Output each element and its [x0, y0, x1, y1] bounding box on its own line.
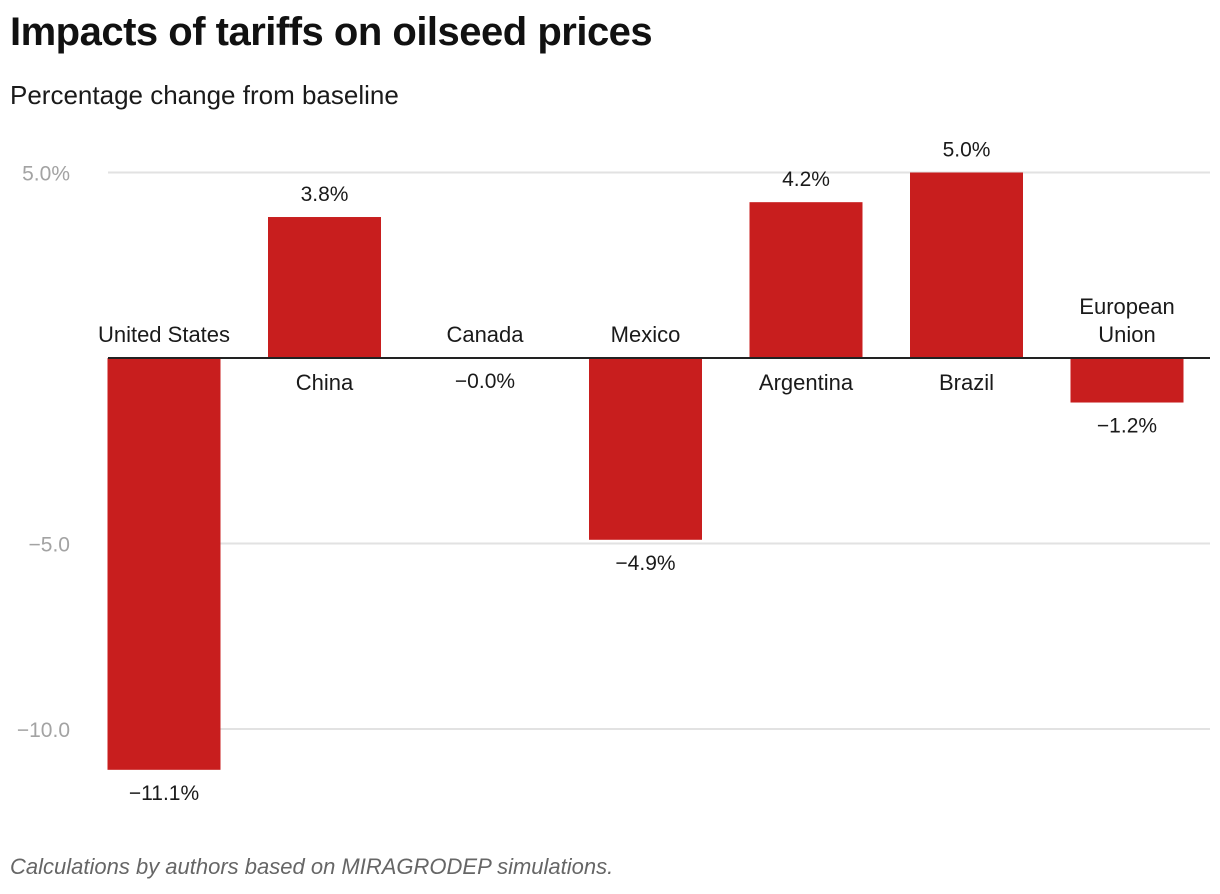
bar [749, 202, 863, 358]
y-tick-label: 5.0% [22, 163, 70, 186]
chart-title: Impacts of tariffs on oilseed prices [10, 10, 653, 54]
value-label: −11.1% [129, 782, 199, 805]
bar [107, 358, 221, 770]
category-label: Argentina [759, 370, 854, 395]
value-label: −0.0% [455, 370, 515, 393]
bar [268, 217, 381, 358]
y-axis-ticks: 5.0% −5.0 −10.0 [17, 163, 70, 743]
category-label: China [296, 370, 354, 395]
bar [589, 358, 702, 540]
category-label: European [1079, 294, 1174, 319]
value-label: 5.0% [943, 139, 991, 162]
category-label: Brazil [939, 370, 994, 395]
labels: −11.1% United States 3.8% China −0.0% Canada −… [98, 139, 1175, 805]
y-tick-label: −5.0 [29, 534, 70, 557]
value-label: −4.9% [615, 552, 675, 575]
value-label: 4.2% [782, 168, 830, 191]
bars [107, 172, 1184, 770]
value-label: 3.8% [301, 183, 349, 206]
gridlines [108, 171, 1210, 730]
category-label: Union [1098, 322, 1155, 347]
category-label: Mexico [611, 322, 681, 347]
source-note: Calculations by authors based on MIRAGRO… [10, 854, 614, 879]
y-tick-label: −10.0 [17, 719, 70, 742]
bar [1070, 358, 1184, 403]
category-label: Canada [446, 322, 524, 347]
chart-subtitle: Percentage change from baseline [10, 80, 399, 110]
bar [910, 172, 1023, 358]
category-label: United States [98, 322, 230, 347]
value-label: −1.2% [1097, 415, 1157, 438]
